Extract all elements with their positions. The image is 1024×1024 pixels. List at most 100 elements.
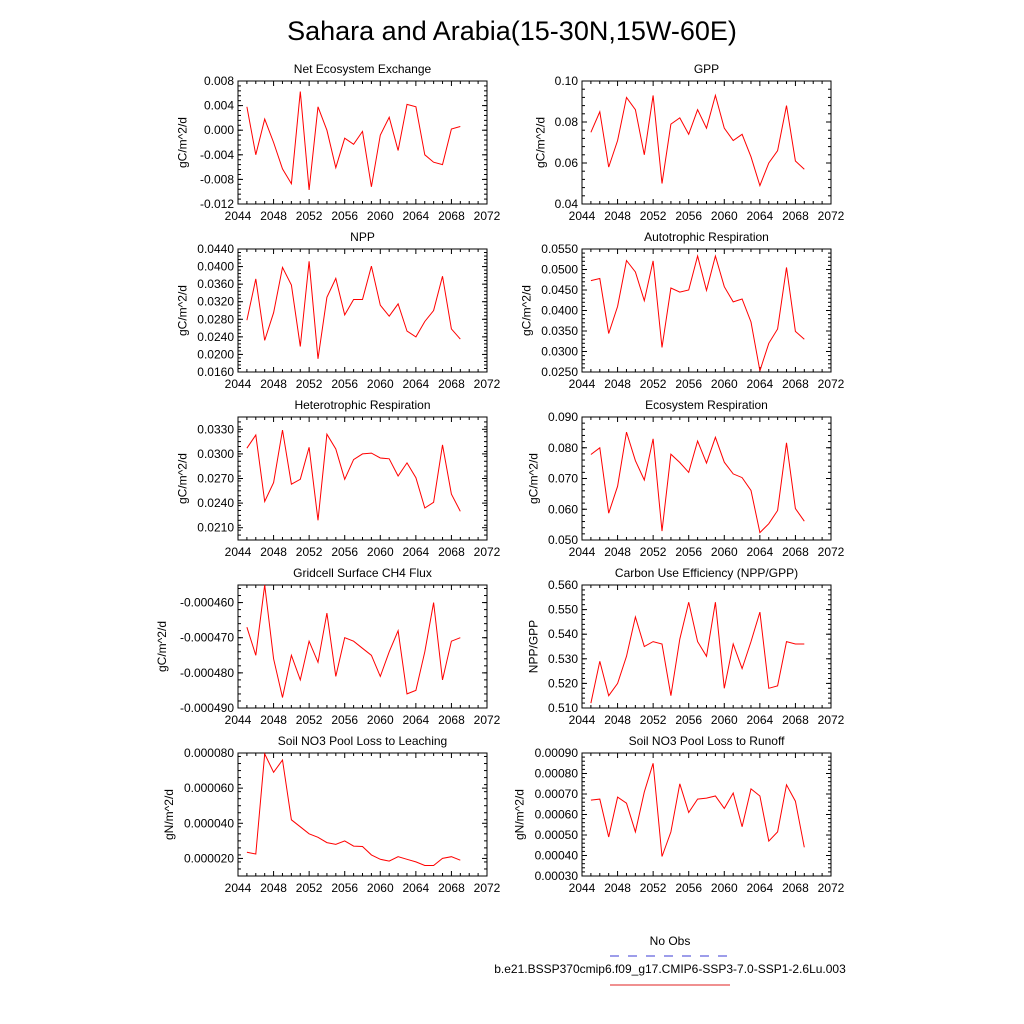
- series-line: [590, 254, 805, 371]
- plot-frame: [237, 752, 488, 877]
- y-tick-label: 0.060: [548, 502, 578, 516]
- chart-title: Soil NO3 Pool Loss to Leaching: [278, 734, 447, 748]
- y-axis-label: gN/m^2/d: [513, 789, 527, 840]
- y-tick-label: 0.000060: [184, 781, 234, 795]
- x-tick-label: 2056: [675, 377, 702, 391]
- x-tick-label: 2068: [438, 377, 465, 391]
- x-tick-label: 2060: [367, 713, 394, 727]
- x-tick-label: 2048: [260, 209, 287, 223]
- y-axis-label: NPP/GPP: [527, 620, 541, 673]
- y-tick-label: 0.0200: [197, 347, 234, 361]
- series-line: [590, 93, 805, 188]
- x-tick-label: 2052: [296, 545, 323, 559]
- chart-title: Carbon Use Efficiency (NPP/GPP): [615, 566, 798, 580]
- y-axis-label: gC/m^2/d: [520, 285, 534, 336]
- x-tick-label: 2068: [438, 545, 465, 559]
- chart-panel-1: GPP 2044 2048 2052 2056 2060 2064 2068 2072 0.04 0…: [533, 62, 844, 223]
- x-tick-label: 2072: [818, 713, 845, 727]
- x-tick-label: 2044: [569, 713, 596, 727]
- y-tick-label: 0.0360: [197, 277, 234, 291]
- x-tick-label: 2044: [569, 377, 596, 391]
- x-tick-label: 2056: [675, 881, 702, 895]
- x-tick-label: 2064: [403, 545, 430, 559]
- chart-panel-0: Net Ecosystem Exchange 2044 2048 2052 2056 20…: [176, 62, 501, 223]
- x-tick-label: 2044: [225, 209, 252, 223]
- x-tick-label: 2048: [604, 545, 631, 559]
- y-axis-label: gC/m^2/d: [155, 621, 169, 672]
- plot-frame: [237, 248, 488, 373]
- x-tick-label: 2064: [403, 377, 430, 391]
- x-tick-label: 2044: [225, 545, 252, 559]
- y-tick-label: 0.00090: [535, 746, 579, 760]
- x-tick-label: 2060: [367, 209, 394, 223]
- x-tick-label: 2048: [260, 881, 287, 895]
- x-tick-label: 2056: [331, 545, 358, 559]
- y-tick-label: 0.050: [548, 533, 578, 547]
- chart-title: GPP: [694, 62, 719, 76]
- chart-title: Ecosystem Respiration: [645, 398, 768, 412]
- y-tick-label: 0.0240: [197, 496, 234, 510]
- x-tick-label: 2052: [296, 209, 323, 223]
- y-tick-label: 0.00060: [535, 808, 579, 822]
- x-tick-label: 2060: [367, 881, 394, 895]
- y-tick-label: 0.0300: [541, 345, 578, 359]
- y-tick-label: 0.540: [548, 627, 578, 641]
- series-line: [246, 261, 461, 359]
- y-tick-label: 0.04: [555, 197, 579, 211]
- x-tick-label: 2044: [225, 377, 252, 391]
- x-tick-label: 2048: [260, 713, 287, 727]
- y-tick-label: -0.008: [200, 172, 234, 186]
- plot-frame: [581, 752, 832, 877]
- chart-title: Heterotrophic Respiration: [294, 398, 430, 412]
- x-tick-label: 2056: [331, 209, 358, 223]
- chart-panel-4: Heterotrophic Respiration 2044 2048 2052 205…: [176, 398, 501, 559]
- x-tick-label: 2044: [225, 881, 252, 895]
- x-tick-label: 2064: [403, 713, 430, 727]
- x-tick-label: 2064: [747, 881, 774, 895]
- x-tick-label: 2068: [438, 209, 465, 223]
- x-tick-label: 2044: [569, 545, 596, 559]
- x-tick-label: 2068: [438, 713, 465, 727]
- y-tick-label: 0.0270: [197, 472, 234, 486]
- y-tick-label: 0.000080: [184, 746, 234, 760]
- x-tick-label: 2072: [818, 545, 845, 559]
- y-axis-label: gC/m^2/d: [176, 285, 190, 336]
- x-tick-label: 2072: [818, 377, 845, 391]
- y-tick-label: 0.0400: [541, 304, 578, 318]
- x-tick-label: 2044: [225, 713, 252, 727]
- x-tick-label: 2056: [675, 209, 702, 223]
- series-line: [590, 431, 805, 534]
- y-tick-label: 0.0330: [197, 422, 234, 436]
- x-tick-label: 2064: [747, 545, 774, 559]
- plot-frame: [581, 80, 832, 205]
- x-tick-label: 2048: [260, 377, 287, 391]
- x-tick-label: 2048: [604, 377, 631, 391]
- legend-label-no-obs: No Obs: [650, 934, 691, 948]
- x-tick-label: 2064: [747, 209, 774, 223]
- plot-frame: [581, 248, 832, 373]
- y-tick-label: 0.0450: [541, 283, 578, 297]
- y-tick-label: -0.000460: [180, 596, 234, 610]
- y-tick-label: 0.080: [548, 441, 578, 455]
- y-tick-label: 0.00070: [535, 787, 579, 801]
- y-tick-label: 0.0550: [541, 242, 578, 256]
- y-tick-label: 0.560: [548, 578, 578, 592]
- series-line: [246, 430, 461, 521]
- chart-panel-6: Gridcell Surface CH4 Flux 2044 2048 2052 205…: [155, 566, 501, 727]
- y-tick-label: 0.070: [548, 472, 578, 486]
- x-tick-label: 2068: [438, 881, 465, 895]
- y-tick-label: 0.550: [548, 603, 578, 617]
- y-tick-label: 0.004: [204, 99, 234, 113]
- x-tick-label: 2060: [711, 209, 738, 223]
- y-tick-label: 0.10: [555, 74, 579, 88]
- x-tick-label: 2068: [782, 881, 809, 895]
- plot-frame: [581, 584, 832, 709]
- y-tick-label: 0.0300: [197, 447, 234, 461]
- y-tick-label: 0.08: [555, 115, 579, 129]
- y-tick-label: 0.0160: [197, 365, 234, 379]
- x-tick-label: 2052: [296, 713, 323, 727]
- x-tick-label: 2068: [782, 377, 809, 391]
- series-line: [246, 91, 461, 190]
- legend: No Obs b.e21.BSSP370cmip6.f09_g17.CMIP6-…: [494, 934, 846, 986]
